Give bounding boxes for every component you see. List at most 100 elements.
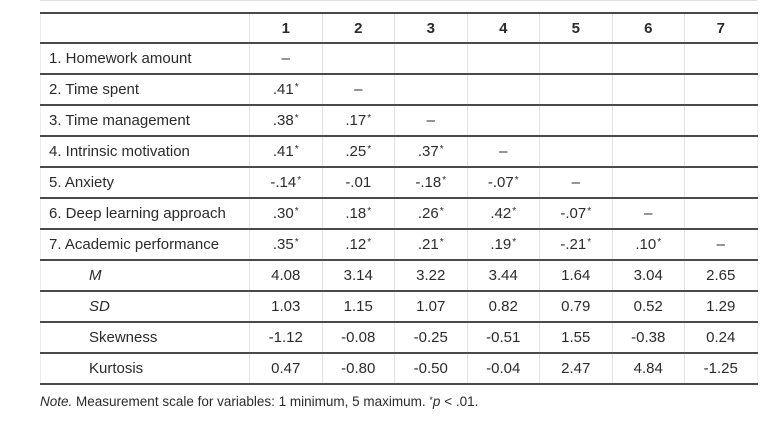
cell-value: –: [394, 105, 467, 136]
cell-value: .19*: [466, 229, 540, 260]
cell-value: -.01: [321, 167, 395, 198]
significance-star: *: [367, 113, 372, 124]
cell-value: [611, 74, 685, 105]
cell-value: [611, 105, 685, 136]
cell-value: [539, 74, 612, 105]
cell-value: 1.29: [684, 291, 757, 322]
cell-value: –: [611, 198, 685, 229]
cell-value: .41*: [249, 74, 322, 105]
cell-value: 2.47: [539, 353, 612, 384]
cell-value: [394, 74, 467, 105]
cell-value: [466, 74, 540, 105]
significance-star: *: [439, 144, 444, 155]
table-body: 1. Homework amount –2. Time spent .41* –3. …: [40, 43, 757, 384]
column-header: 4: [466, 13, 540, 43]
row-label: 3. Time management: [49, 112, 190, 129]
cell-value: [611, 136, 685, 167]
cell-value: .42*: [466, 198, 540, 229]
cell-value: -1.12: [249, 322, 322, 353]
cell-value: [684, 105, 757, 136]
cell-value: -.07*: [539, 198, 612, 229]
significance-star: *: [294, 206, 299, 217]
cell-value: [684, 198, 757, 229]
cell-value: .17*: [321, 105, 395, 136]
faint-top-rule: [40, 0, 757, 12]
cell-value: .26*: [394, 198, 467, 229]
column-header: 7: [684, 13, 757, 43]
cell-value: -0.25: [394, 322, 467, 353]
significance-star: *: [294, 113, 299, 124]
significance-star: *: [294, 82, 299, 93]
cell-value: 1.03: [249, 291, 322, 322]
significance-star: *: [294, 144, 299, 155]
cell-value: .30*: [249, 198, 322, 229]
cell-value: [539, 43, 612, 74]
significance-star: *: [587, 206, 592, 217]
cell-value: –: [466, 136, 540, 167]
row-label: 7. Academic performance: [49, 236, 220, 253]
table-row: SD 1.03 1.15 1.07 0.82 0.79 0.52 1.29: [40, 291, 757, 322]
cell-value: 3.44: [466, 260, 540, 291]
significance-star: *: [514, 175, 519, 186]
cell-value: [466, 105, 540, 136]
cell-value: 0.24: [684, 322, 757, 353]
significance-star: *: [512, 237, 517, 248]
cell-value: 1.55: [539, 322, 612, 353]
significance-star: *: [294, 237, 299, 248]
header-empty-cell: [41, 13, 250, 43]
cell-value: [394, 43, 467, 74]
row-label: M: [89, 267, 102, 284]
cell-value: .12*: [321, 229, 395, 260]
cell-value: -0.04: [466, 353, 540, 384]
note-part: *: [429, 395, 433, 405]
table-row: 6. Deep learning approach .30* .18* .26* .42…: [40, 198, 757, 229]
cell-value: 3.04: [611, 260, 685, 291]
row-label: 5. Anxiety: [49, 174, 115, 191]
cell-value: -.21*: [539, 229, 612, 260]
cell-value: 0.52: [611, 291, 685, 322]
note-part: p: [432, 394, 441, 409]
table-row: Skewness -1.12 -0.08 -0.25 -0.51 1.55 -0.38 0.2…: [40, 322, 757, 353]
table-note: Note. Measurement scale for variables: 1…: [40, 394, 757, 409]
table-row: M 4.08 3.14 3.22 3.44 1.64 3.04 2.65: [40, 260, 757, 291]
cell-value: .37*: [394, 136, 467, 167]
cell-value: .18*: [321, 198, 395, 229]
cell-value: 1.64: [539, 260, 612, 291]
column-header: 2: [321, 13, 395, 43]
significance-star: *: [367, 144, 372, 155]
row-label: 2. Time spent: [49, 81, 140, 98]
table-row: 3. Time management .38* .17* –: [40, 105, 757, 136]
cell-value: .35*: [249, 229, 322, 260]
significance-star: *: [587, 237, 592, 248]
cell-value: -.07*: [466, 167, 540, 198]
cell-value: [684, 43, 757, 74]
table-row: 5. Anxiety -.14* -.01 -.18* -.07* –: [40, 167, 757, 198]
row-label: Kurtosis: [89, 360, 144, 377]
cell-value: -0.08: [321, 322, 395, 353]
table-row: 1. Homework amount –: [40, 43, 757, 74]
cell-value: -1.25: [684, 353, 757, 384]
cell-value: .21*: [394, 229, 467, 260]
cell-value: 4.08: [249, 260, 322, 291]
note-part: < .01.: [440, 394, 479, 409]
row-label: Skewness: [89, 329, 158, 346]
note-part: Measurement scale for variables: 1 minim…: [72, 394, 430, 409]
column-header: 1: [249, 13, 322, 43]
cell-value: 3.22: [394, 260, 467, 291]
cell-value: -0.80: [321, 353, 395, 384]
cell-value: [466, 43, 540, 74]
table-row: 4. Intrinsic motivation .41* .25* .37* –: [40, 136, 757, 167]
cell-value: [684, 74, 757, 105]
cell-value: 1.07: [394, 291, 467, 322]
cell-value: [684, 167, 757, 198]
cell-value: –: [249, 43, 322, 74]
note-part: Note.: [40, 394, 73, 409]
significance-star: *: [367, 237, 372, 248]
table-row: 7. Academic performance .35* .12* .21* .19* -…: [40, 229, 757, 260]
row-label: 1. Homework amount: [49, 50, 192, 67]
cell-value: –: [539, 167, 612, 198]
row-label: SD: [89, 298, 110, 315]
